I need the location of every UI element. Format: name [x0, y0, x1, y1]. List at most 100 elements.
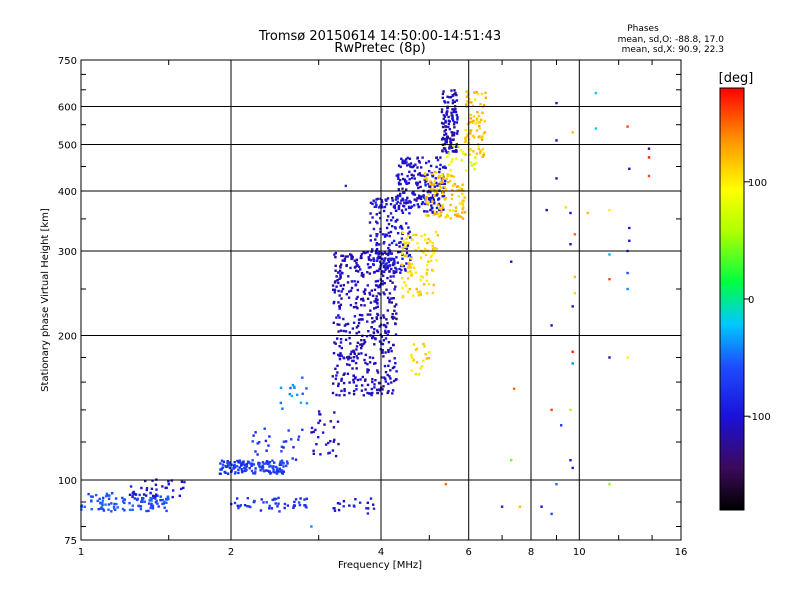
data-point [403, 281, 406, 284]
data-point [361, 343, 364, 346]
data-point [378, 284, 382, 287]
data-point [339, 284, 342, 287]
data-point [367, 368, 370, 372]
data-point [408, 157, 412, 160]
data-point [389, 258, 393, 262]
data-point [449, 169, 452, 172]
data-point [420, 195, 423, 198]
data-point [293, 500, 296, 504]
data-point [342, 505, 345, 508]
data-point [145, 494, 148, 497]
data-point [384, 337, 388, 340]
data-point [343, 259, 346, 262]
data-point [101, 501, 104, 505]
data-point [102, 496, 105, 500]
data-point [443, 100, 446, 103]
data-point [226, 461, 229, 465]
data-point [381, 351, 384, 354]
data-point [387, 350, 390, 354]
data-point [378, 206, 381, 209]
data-point [397, 164, 401, 167]
data-point [375, 242, 379, 245]
data-point [357, 265, 361, 268]
data-point [155, 499, 158, 503]
data-point [458, 202, 461, 205]
data-point [386, 253, 390, 257]
data-point [426, 173, 429, 176]
data-point [409, 270, 412, 273]
data-point [435, 247, 439, 250]
data-point [398, 245, 401, 248]
data-point [376, 279, 380, 283]
data-point [349, 352, 352, 356]
data-point [423, 172, 427, 175]
data-point [182, 486, 185, 490]
data-point [391, 216, 395, 219]
data-point [628, 239, 631, 242]
data-point [369, 301, 373, 304]
data-point [282, 465, 285, 468]
data-point [464, 137, 467, 140]
data-point [449, 95, 453, 99]
data-point [391, 313, 394, 316]
data-point [297, 435, 301, 438]
data-point [371, 356, 375, 360]
data-point [303, 498, 306, 501]
data-point [383, 270, 386, 274]
data-point [123, 498, 126, 501]
data-point [409, 165, 412, 168]
data-point [461, 211, 464, 214]
data-point [406, 234, 410, 237]
data-point [376, 259, 379, 262]
data-point [262, 501, 265, 504]
data-point [451, 189, 454, 192]
data-point [340, 354, 343, 357]
data-point [383, 282, 386, 285]
data-point [355, 305, 358, 309]
data-point [394, 198, 398, 201]
data-point [245, 468, 248, 472]
data-point [416, 203, 419, 206]
data-point [448, 163, 451, 166]
data-point [417, 160, 421, 163]
data-point [398, 241, 401, 244]
data-point [336, 371, 339, 374]
data-point [363, 292, 366, 295]
data-point [385, 234, 389, 237]
data-point [388, 249, 391, 252]
data-point [341, 259, 344, 262]
data-point [465, 103, 468, 106]
data-point [366, 383, 370, 387]
data-point [425, 161, 428, 165]
data-point [429, 255, 432, 258]
data-point [415, 233, 418, 237]
data-point [178, 494, 181, 497]
data-point [389, 212, 393, 215]
data-point [260, 498, 263, 501]
data-point [337, 330, 340, 333]
data-point [283, 506, 286, 510]
data-point [337, 353, 340, 357]
data-point [368, 221, 372, 224]
data-point [180, 487, 183, 491]
data-point [573, 233, 577, 236]
data-point [341, 254, 345, 257]
data-point [376, 331, 380, 334]
data-point [464, 153, 467, 156]
data-point [405, 262, 408, 265]
data-point [377, 286, 380, 289]
data-point [399, 224, 403, 228]
data-point [477, 114, 481, 118]
data-point [219, 462, 222, 465]
data-point [369, 266, 372, 269]
data-point [424, 353, 427, 356]
data-point [337, 314, 340, 317]
data-point [383, 324, 386, 327]
data-point [364, 353, 367, 357]
data-point [409, 201, 412, 204]
data-point [343, 257, 347, 261]
data-point [462, 151, 465, 154]
data-point [286, 504, 290, 507]
y-tick-label: 500 [58, 141, 77, 152]
data-point [150, 504, 153, 507]
